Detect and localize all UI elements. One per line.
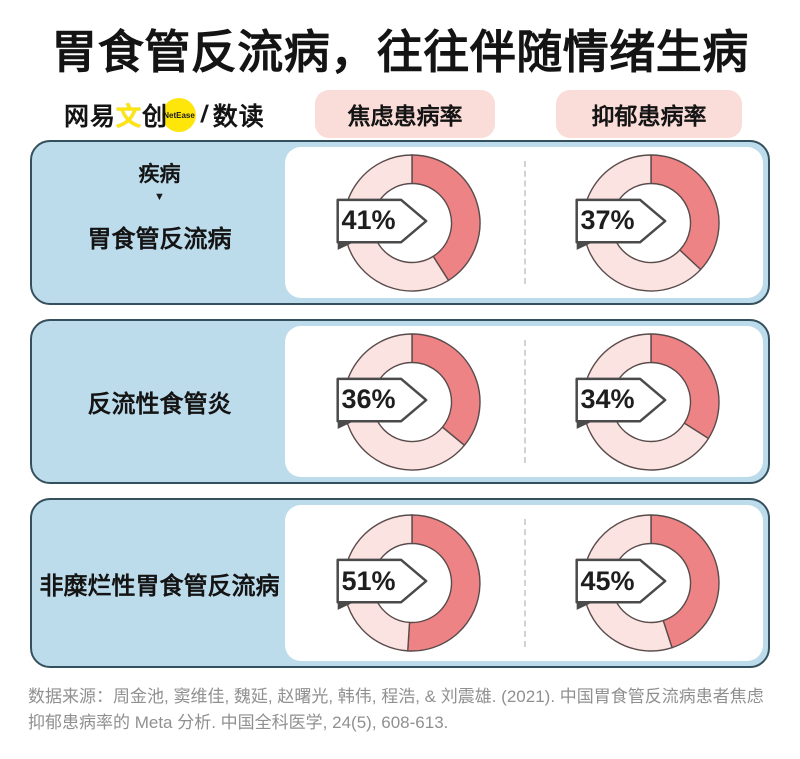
- chart-panel: 41% 37%: [285, 147, 763, 298]
- donut-cell-gerd-anxiety: 41%: [285, 147, 524, 298]
- dashed-divider: [524, 161, 526, 284]
- row-label-cell: 非糜烂性胃食管反流病: [32, 500, 287, 666]
- column-header-depression: 抑郁患病率: [556, 90, 742, 138]
- row-card-reflux-esophagitis: 反流性食管炎 36%: [30, 319, 770, 484]
- chart-rows: 疾病 ▼ 胃食管反流病 41%: [30, 140, 770, 668]
- donut-chart: [581, 513, 721, 653]
- data-source-note: 数据来源：周金池, 窦维佳, 魏延, 赵曙光, 韩伟, 程浩, & 刘震雄. (…: [28, 687, 764, 733]
- page-title: 胃食管反流病，往往伴随情绪生病: [51, 26, 749, 78]
- chart-panel: 36% 34%: [285, 326, 763, 477]
- brand-text: 网易文创: [64, 103, 169, 131]
- row-label-cell: 疾病 ▼ 胃食管反流病: [32, 142, 287, 303]
- row-title-nerd: 非糜烂性胃食管反流病: [39, 572, 280, 600]
- donut-chart: [342, 153, 482, 293]
- donut-chart: [581, 332, 721, 472]
- donut-cell-nerd-depression: 45%: [524, 505, 763, 661]
- row-card-nerd: 非糜烂性胃食管反流病 51%: [30, 498, 770, 668]
- disease-header-label: 疾病: [138, 163, 181, 186]
- donut-cell-nerd-anxiety: 51%: [285, 505, 524, 661]
- row-card-gerd: 疾病 ▼ 胃食管反流病 41%: [30, 140, 770, 305]
- dashed-divider: [524, 340, 526, 463]
- slash-separator: /: [199, 101, 210, 128]
- donut-chart: [342, 513, 482, 653]
- row-label-cell: 反流性食管炎: [32, 321, 287, 482]
- arrow-down-icon: ▼: [154, 191, 165, 203]
- donut-cell-re-depression: 34%: [524, 326, 763, 477]
- row-title-reflux-esophagitis: 反流性食管炎: [87, 391, 232, 418]
- donut-cell-re-anxiety: 36%: [285, 326, 524, 477]
- column-header-anxiety: 焦虑患病率: [315, 90, 495, 138]
- brand-highlight-char: 文: [116, 103, 143, 131]
- dashed-divider: [524, 519, 526, 647]
- netease-badge-icon: NetEase: [162, 98, 197, 132]
- row-title-gerd: 胃食管反流病: [87, 226, 232, 253]
- donut-chart: [342, 332, 482, 472]
- donut-chart: [581, 153, 721, 293]
- chart-panel: 51% 45%: [285, 505, 763, 661]
- netease-logo: 网易文创 NetEase / 数读: [64, 97, 265, 133]
- donut-cell-gerd-depression: 37%: [524, 147, 763, 298]
- disease-header: 疾病 ▼: [139, 158, 181, 203]
- shuju-logo-text: 数读: [212, 103, 265, 131]
